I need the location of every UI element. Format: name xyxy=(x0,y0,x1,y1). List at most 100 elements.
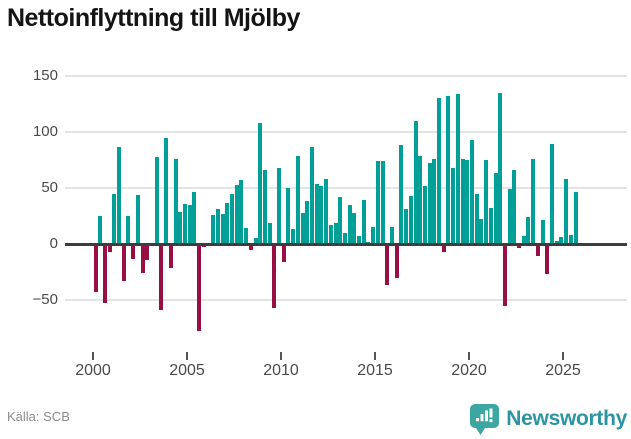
bar xyxy=(540,220,545,244)
x-axis-label: 2025 xyxy=(545,362,581,379)
bar xyxy=(244,228,249,244)
bar xyxy=(154,156,159,244)
bar xyxy=(286,188,291,244)
bar xyxy=(502,244,507,306)
x-axis-label: 2000 xyxy=(75,362,111,379)
bar xyxy=(126,216,131,244)
bar xyxy=(460,158,465,244)
bar xyxy=(277,167,282,244)
bar xyxy=(102,244,107,304)
bar xyxy=(164,137,169,244)
newsworthy-logo: Newsworthy xyxy=(470,402,627,436)
x-axis-tick xyxy=(280,352,282,360)
bar xyxy=(295,155,300,244)
bar xyxy=(488,208,493,244)
bar xyxy=(380,161,385,244)
bar xyxy=(182,203,187,244)
x-axis-label: 2015 xyxy=(357,362,393,379)
bar xyxy=(262,170,267,244)
bar xyxy=(93,244,98,293)
bar xyxy=(422,185,427,244)
bar xyxy=(371,227,376,244)
x-axis-tick xyxy=(92,352,94,360)
bar xyxy=(564,179,569,244)
bar xyxy=(441,244,446,252)
bar xyxy=(385,244,390,286)
bar xyxy=(418,155,423,244)
bar xyxy=(526,217,531,244)
bar xyxy=(517,244,522,249)
bar xyxy=(545,244,550,275)
x-axis-tick xyxy=(374,352,376,360)
bar xyxy=(455,93,460,244)
bar xyxy=(507,189,512,244)
gridline-100 xyxy=(65,131,627,133)
bar xyxy=(479,219,484,244)
bar xyxy=(309,146,314,244)
bar xyxy=(465,160,470,244)
bar xyxy=(404,209,409,244)
bar xyxy=(215,209,220,244)
bar xyxy=(573,192,578,244)
x-axis-label: 2010 xyxy=(263,362,299,379)
y-axis-label: −50 xyxy=(32,291,58,308)
bar xyxy=(568,235,573,244)
bar xyxy=(197,244,202,332)
bar xyxy=(131,244,136,259)
bar xyxy=(521,236,526,244)
bar xyxy=(145,244,150,260)
bar xyxy=(549,144,554,244)
bar xyxy=(98,216,103,244)
bar xyxy=(121,244,126,281)
bar xyxy=(531,158,536,244)
bar xyxy=(559,237,564,244)
bar xyxy=(319,185,324,244)
bar xyxy=(474,193,479,244)
bar xyxy=(107,244,112,252)
bar xyxy=(394,244,399,278)
bar xyxy=(399,145,404,244)
bar xyxy=(173,158,178,244)
bar xyxy=(117,146,122,244)
bar xyxy=(469,139,474,244)
bar xyxy=(281,244,286,262)
bar xyxy=(347,204,352,244)
bar xyxy=(291,229,296,244)
bar xyxy=(375,161,380,244)
bar-chart-badge-icon xyxy=(470,403,500,435)
bar xyxy=(333,222,338,244)
bar xyxy=(432,158,437,244)
bar xyxy=(253,238,258,244)
bar xyxy=(484,160,489,244)
bar xyxy=(361,200,366,244)
bar xyxy=(437,98,442,244)
bar xyxy=(187,204,192,244)
bar xyxy=(211,214,216,244)
bar xyxy=(272,244,277,308)
bar xyxy=(446,96,451,244)
bar xyxy=(234,184,239,244)
bar xyxy=(239,180,244,244)
bar xyxy=(338,196,343,244)
bar xyxy=(220,213,225,244)
bar xyxy=(178,211,183,244)
bar xyxy=(168,244,173,268)
y-axis-label: 150 xyxy=(32,67,58,84)
y-axis-label: 0 xyxy=(49,235,58,252)
bar xyxy=(305,201,310,244)
gridline-50 xyxy=(65,187,627,189)
x-axis-label: 2005 xyxy=(169,362,205,379)
bar xyxy=(140,244,145,274)
y-axis-label: 50 xyxy=(41,179,58,196)
bar xyxy=(112,193,117,244)
bar xyxy=(427,163,432,244)
bar xyxy=(159,244,164,311)
bar xyxy=(493,173,498,244)
bar xyxy=(258,123,263,244)
bar xyxy=(267,222,272,244)
zero-axis-line xyxy=(65,243,627,246)
bar xyxy=(328,224,333,244)
bar xyxy=(554,240,559,244)
bar xyxy=(229,193,234,244)
